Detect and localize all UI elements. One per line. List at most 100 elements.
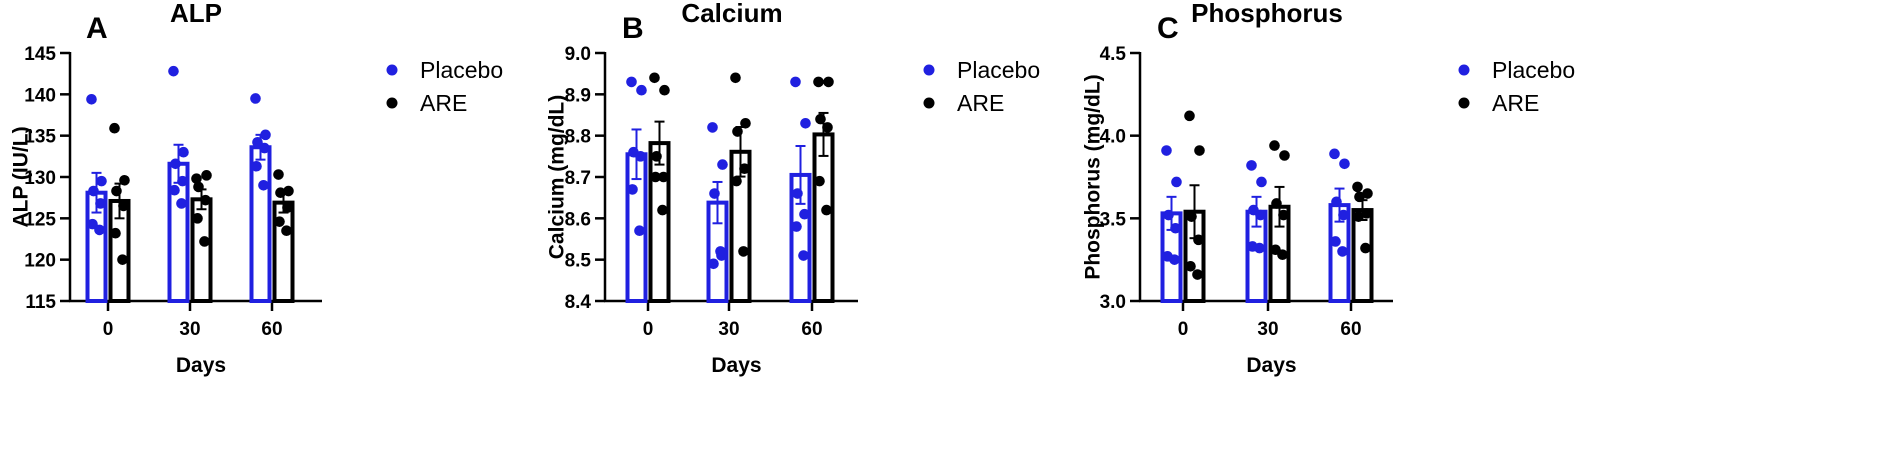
data-point-are — [1192, 269, 1203, 280]
data-point-placebo — [636, 84, 647, 96]
data-point-placebo — [1255, 209, 1266, 221]
data-point-placebo — [1331, 196, 1342, 208]
data-point-placebo — [790, 76, 801, 88]
data-point-are — [109, 122, 120, 134]
x-axis-label: Days — [176, 354, 226, 377]
data-point-placebo — [1339, 158, 1350, 170]
data-point-are — [191, 173, 202, 184]
legend-label: Placebo — [1492, 57, 1575, 83]
data-point-are — [281, 225, 292, 237]
chart-title: Calcium — [681, 0, 782, 28]
panel-letter: C — [1157, 12, 1179, 45]
data-point-are — [1278, 209, 1289, 221]
y-tick-label: 8.7 — [565, 168, 591, 189]
legend-label: ARE — [957, 90, 1004, 116]
data-point-are — [1194, 145, 1205, 156]
y-axis-label: Phosphorus (mg/dL) — [1081, 74, 1104, 279]
data-point-placebo — [86, 93, 97, 105]
data-point-are — [193, 181, 204, 193]
x-tick-label: 30 — [1257, 319, 1278, 340]
data-point-placebo — [717, 159, 728, 170]
legend-marker — [923, 64, 935, 76]
legend-marker — [1458, 64, 1470, 76]
data-point-placebo — [1163, 209, 1174, 221]
x-tick-label: 60 — [1340, 319, 1361, 340]
data-point-placebo — [169, 184, 180, 196]
data-point-placebo — [88, 185, 99, 197]
data-point-placebo — [1171, 176, 1182, 188]
data-point-placebo — [1161, 145, 1172, 156]
data-point-are — [657, 204, 668, 216]
legend-label: Placebo — [957, 57, 1040, 83]
data-point-placebo — [177, 175, 188, 187]
y-tick-label: 3.5 — [1100, 209, 1127, 230]
data-point-are — [110, 227, 121, 239]
y-tick-label: 8.5 — [565, 251, 592, 272]
data-point-are — [821, 204, 832, 216]
data-point-placebo — [1338, 209, 1349, 221]
data-point-placebo — [791, 221, 802, 232]
panel-letter: B — [622, 12, 644, 45]
y-tick-label: 8.8 — [565, 127, 591, 148]
bar-are — [1351, 208, 1374, 303]
y-tick-label: 115 — [25, 292, 56, 313]
legend-marker — [386, 64, 398, 76]
data-point-placebo — [1256, 176, 1267, 188]
data-point-placebo — [1337, 246, 1348, 257]
chart-title: ALP — [170, 0, 222, 28]
data-point-are — [823, 76, 834, 88]
y-tick-label: 125 — [24, 209, 56, 230]
y-tick-label: 135 — [24, 127, 56, 148]
x-tick-label: 0 — [643, 319, 654, 340]
data-point-are — [283, 185, 294, 197]
data-point-are — [282, 202, 293, 213]
data-point-placebo — [707, 122, 718, 133]
x-tick-label: 60 — [261, 319, 282, 340]
data-point-placebo — [95, 198, 106, 209]
x-axis-label: Days — [1246, 354, 1296, 377]
panel-letter: A — [86, 12, 108, 45]
x-tick-label: 0 — [1178, 319, 1189, 340]
y-tick-label: 4.5 — [1100, 44, 1127, 65]
y-axis-label: Calcium (mg/dL) — [545, 95, 568, 260]
data-point-placebo — [96, 175, 107, 187]
x-tick-label: 30 — [179, 319, 200, 340]
data-point-placebo — [635, 151, 646, 162]
y-tick-label: 4.0 — [1100, 127, 1126, 148]
data-point-are — [1279, 150, 1290, 161]
x-axis-label: Days — [711, 354, 761, 377]
bar-are — [648, 141, 671, 303]
data-point-are — [275, 187, 286, 199]
y-axis-label: ALP (IU/L) — [9, 126, 32, 227]
data-point-placebo — [1170, 222, 1181, 234]
data-point-are — [1271, 198, 1282, 209]
data-point-are — [1361, 208, 1372, 219]
legend-label: ARE — [1492, 90, 1539, 116]
data-point-are — [200, 194, 211, 206]
data-point-are — [813, 76, 824, 88]
x-tick-label: 0 — [103, 319, 114, 340]
data-point-are — [118, 200, 129, 212]
data-point-placebo — [1254, 242, 1265, 254]
data-point-are — [1193, 234, 1204, 246]
data-point-are — [822, 122, 833, 133]
data-point-placebo — [170, 158, 181, 170]
data-point-placebo — [634, 225, 645, 237]
y-tick-label: 130 — [24, 168, 56, 189]
data-point-are — [732, 126, 743, 137]
data-point-are — [730, 72, 741, 84]
data-point-are — [658, 171, 669, 183]
data-point-are — [740, 117, 751, 129]
x-tick-label: 60 — [801, 319, 822, 340]
data-point-placebo — [252, 136, 263, 148]
y-tick-label: 120 — [24, 251, 56, 272]
data-point-placebo — [258, 179, 269, 191]
y-tick-label: 8.6 — [565, 209, 591, 230]
data-point-placebo — [1330, 236, 1341, 247]
data-point-placebo — [798, 250, 809, 261]
data-point-are — [192, 213, 203, 224]
bar-are — [812, 132, 835, 303]
data-point-placebo — [178, 146, 189, 158]
data-point-are — [117, 254, 128, 265]
